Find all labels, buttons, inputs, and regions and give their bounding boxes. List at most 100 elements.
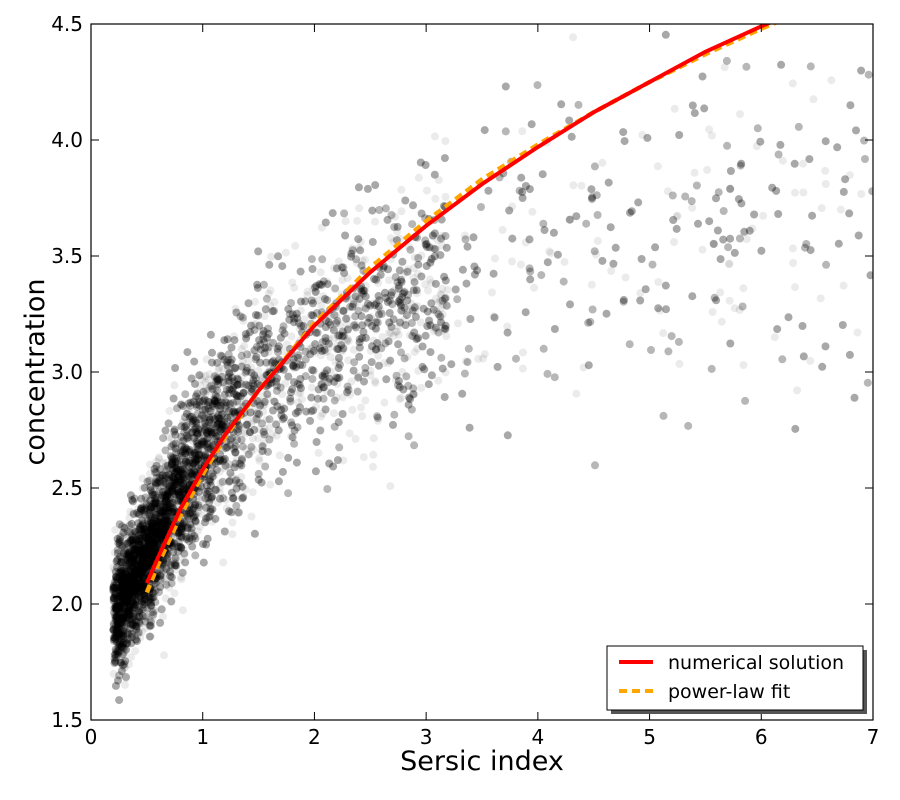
- scatter-point: [129, 570, 138, 579]
- scatter-point: [827, 76, 836, 85]
- scatter-point: [145, 542, 154, 551]
- scatter-point: [434, 176, 443, 184]
- scatter-point: [237, 473, 246, 481]
- scatter-point: [151, 519, 159, 528]
- scatter-point: [441, 368, 450, 377]
- scatter-point: [135, 583, 144, 592]
- scatter-point: [143, 554, 152, 563]
- scatter-point: [185, 532, 194, 541]
- scatter-point: [220, 444, 228, 453]
- scatter-point: [421, 280, 430, 289]
- scatter-point: [429, 232, 438, 241]
- scatter-point: [170, 589, 179, 598]
- scatter-point: [136, 540, 145, 549]
- scatter-point: [308, 347, 317, 356]
- scatter-point: [159, 458, 167, 467]
- scatter-point: [560, 257, 569, 266]
- scatter-point: [287, 332, 296, 341]
- scatter-point: [109, 597, 118, 606]
- scatter-point: [190, 417, 199, 426]
- scatter-point: [431, 294, 440, 303]
- scatter-point: [138, 562, 146, 571]
- scatter-point: [366, 371, 375, 380]
- scatter-point: [203, 443, 212, 452]
- scatter-point: [193, 445, 202, 454]
- scatter-point: [137, 546, 146, 555]
- scatter-point: [159, 566, 168, 575]
- scatter-point: [128, 530, 137, 539]
- scatter-point: [165, 464, 174, 473]
- scatter-point: [369, 450, 378, 459]
- scatter-point: [160, 508, 169, 517]
- scatter-point: [441, 137, 450, 146]
- scatter-point: [114, 610, 123, 619]
- scatter-point: [125, 660, 134, 669]
- scatter-point: [202, 436, 211, 445]
- scatter-point: [317, 351, 326, 360]
- scatter-point: [360, 303, 369, 312]
- scatter-point: [725, 296, 734, 305]
- scatter-point: [197, 456, 206, 465]
- scatter-point: [116, 597, 125, 606]
- scatter-point: [326, 353, 335, 361]
- scatter-point: [156, 468, 165, 477]
- scatter-point: [121, 567, 130, 576]
- scatter-point: [232, 425, 241, 434]
- scatter-point: [233, 392, 242, 401]
- scatter-point: [115, 584, 124, 593]
- scatter-point: [131, 573, 140, 582]
- scatter-point: [347, 377, 356, 386]
- scatter-point: [112, 605, 121, 614]
- scatter-point: [145, 521, 154, 529]
- scatter-point: [117, 633, 126, 642]
- scatter-point: [177, 467, 186, 476]
- scatter-point: [135, 533, 144, 542]
- scatter-point: [462, 357, 470, 366]
- scatter-point: [508, 202, 517, 211]
- scatter-point: [394, 322, 403, 331]
- scatter-point: [180, 474, 188, 483]
- scatter-point: [148, 551, 157, 560]
- scatter-point: [311, 287, 320, 295]
- scatter-point: [329, 334, 338, 343]
- scatter-point: [128, 547, 137, 556]
- scatter-point: [545, 247, 554, 256]
- scatter-point: [145, 622, 154, 631]
- scatter-point: [147, 539, 156, 548]
- scatter-point: [188, 458, 197, 467]
- scatter-point: [211, 405, 220, 414]
- scatter-point: [158, 487, 167, 496]
- scatter-point: [234, 428, 242, 437]
- scatter-point: [182, 420, 191, 429]
- scatter-point: [165, 493, 174, 502]
- scatter-point: [150, 589, 158, 597]
- scatter-point: [221, 382, 230, 391]
- scatter-point: [352, 259, 361, 267]
- scatter-point: [128, 569, 137, 578]
- scatter-point: [189, 437, 198, 446]
- scatter-point: [168, 476, 177, 485]
- scatter-point: [122, 576, 130, 585]
- scatter-point: [141, 512, 150, 521]
- scatter-point: [197, 455, 206, 464]
- scatter-point: [137, 512, 146, 521]
- scatter-point: [289, 360, 298, 369]
- scatter-point: [156, 506, 165, 515]
- scatter-point: [439, 326, 448, 335]
- scatter-point: [323, 277, 332, 286]
- scatter-point: [260, 424, 269, 433]
- scatter-point: [114, 599, 123, 608]
- scatter-point: [373, 416, 382, 425]
- scatter-point: [142, 548, 151, 557]
- scatter-point: [177, 485, 186, 494]
- scatter-point: [189, 467, 198, 476]
- scatter-point: [300, 315, 309, 324]
- scatter-point: [116, 608, 125, 617]
- scatter-point: [725, 259, 734, 268]
- scatter-point: [142, 553, 151, 562]
- scatter-point: [140, 562, 149, 570]
- scatter-point: [194, 508, 203, 517]
- scatter-point: [134, 590, 143, 599]
- scatter-point: [158, 493, 167, 502]
- scatter-point: [111, 598, 120, 607]
